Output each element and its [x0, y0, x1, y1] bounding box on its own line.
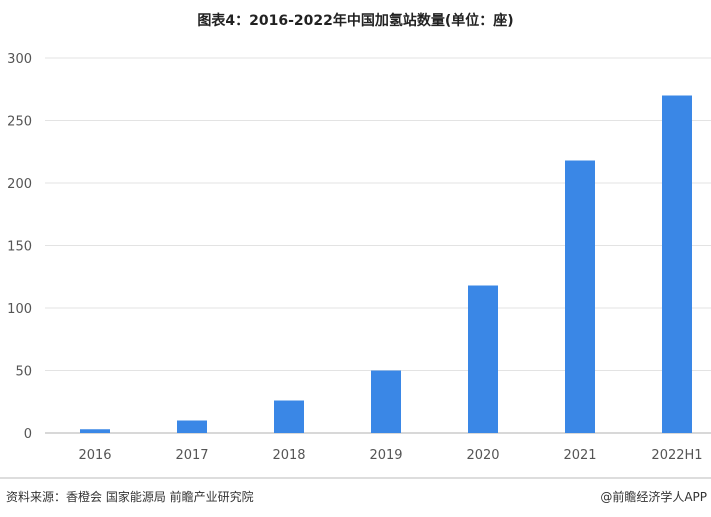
y-tick-label: 50: [15, 365, 32, 380]
x-tick-label: 2018: [272, 448, 305, 463]
bar: [80, 429, 110, 433]
x-tick-label: 2016: [78, 448, 111, 463]
y-tick-label: 300: [7, 52, 32, 67]
divider: [0, 477, 711, 479]
y-tick-label: 200: [7, 177, 32, 192]
bar: [468, 285, 498, 433]
x-tick-label: 2020: [466, 448, 499, 463]
y-tick-label: 250: [7, 115, 32, 130]
x-tick-label: 2022H1: [651, 448, 702, 463]
y-tick-label: 100: [7, 302, 32, 317]
y-tick-label: 150: [7, 240, 32, 255]
x-tick-label: 2021: [563, 448, 596, 463]
y-tick-label: 0: [24, 427, 32, 442]
bar-chart: 0 50 100 150 200 250 300 2016 2017 2018 2019 2020 20…: [7, 52, 711, 463]
bar: [274, 400, 304, 433]
source-note: 资料来源：香橙会 国家能源局 前瞻产业研究院: [6, 490, 254, 504]
bar: [177, 420, 207, 433]
bar: [662, 95, 692, 433]
x-tick-label: 2019: [369, 448, 402, 463]
chart-title: 图表4：2016-2022年中国加氢站数量(单位：座): [197, 13, 514, 29]
credit: @前瞻经济学人APP: [600, 490, 707, 504]
bar: [565, 160, 595, 433]
x-tick-label: 2017: [175, 448, 208, 463]
bar: [371, 370, 401, 433]
